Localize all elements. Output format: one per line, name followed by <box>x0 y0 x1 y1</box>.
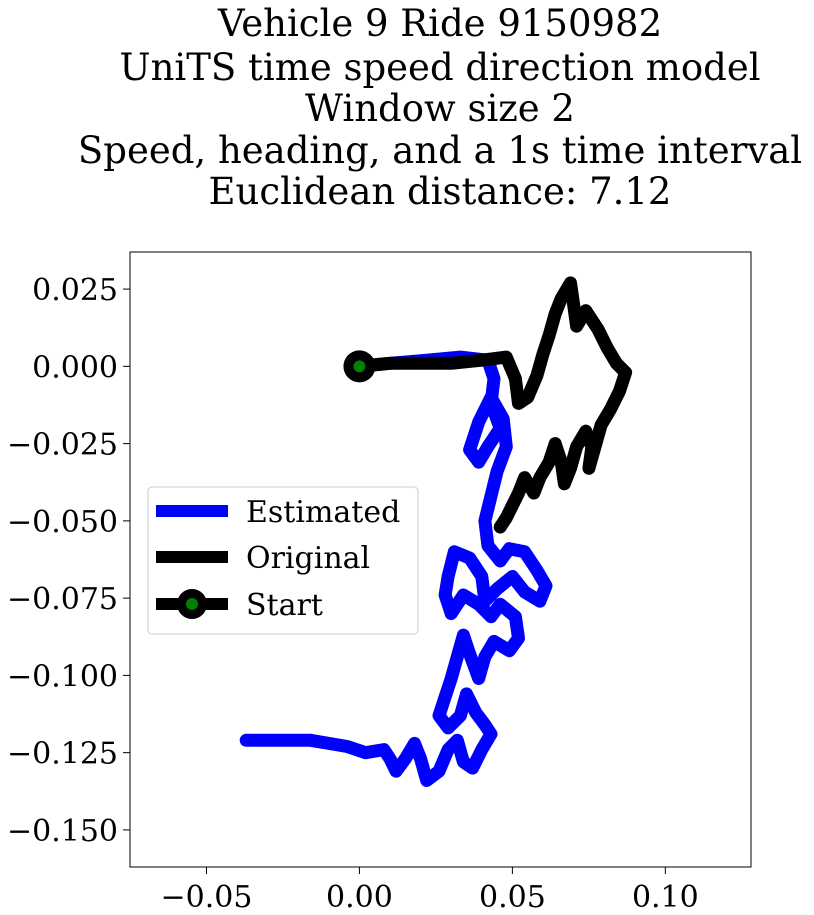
x-tick-label: 0.10 <box>632 880 699 915</box>
series-layer <box>239 276 633 787</box>
x-tick-label: −0.05 <box>161 880 253 915</box>
y-tick-label: −0.050 <box>7 505 118 540</box>
chart-title: Vehicle 9 Ride 9150982 UniTS time speed … <box>78 2 802 213</box>
legend-start-marker-inner <box>186 598 198 610</box>
title-line-5: Euclidean distance: 7.12 <box>209 170 672 213</box>
y-tick-label: −0.075 <box>7 582 118 617</box>
y-tick-label: 0.000 <box>32 350 118 385</box>
legend-label-start: Start <box>246 588 323 623</box>
series-line-original <box>352 276 633 534</box>
legend-label-original: Original <box>246 541 370 576</box>
x-axis: −0.05 0.00 0.05 0.10 <box>161 867 699 915</box>
legend-label-estimated: Estimated <box>246 495 400 530</box>
title-line-2: UniTS time speed direction model <box>119 46 760 89</box>
title-line-3: Window size 2 <box>305 87 575 130</box>
y-tick-label: −0.025 <box>7 428 118 463</box>
y-tick-label: −0.100 <box>7 659 118 694</box>
y-axis: 0.025 0.000 −0.025 −0.050 −0.075 −0.100 −0.125… <box>7 273 130 849</box>
legend: Estimated Original Start <box>147 486 419 635</box>
y-tick-label: −0.125 <box>7 737 118 772</box>
start-marker-inner <box>353 360 366 373</box>
x-tick-label: 0.00 <box>326 880 393 915</box>
y-tick-label: −0.150 <box>7 814 118 849</box>
start-layer <box>343 350 376 383</box>
plot-border <box>129 251 752 868</box>
series-line-estimated <box>239 350 553 787</box>
legend-box <box>147 486 419 635</box>
title-line-1: Vehicle 9 Ride 9150982 <box>217 2 662 45</box>
y-tick-label: 0.025 <box>32 273 118 308</box>
x-tick-label: 0.05 <box>479 880 546 915</box>
title-line-4: Speed, heading, and a 1s time interval <box>78 129 802 172</box>
